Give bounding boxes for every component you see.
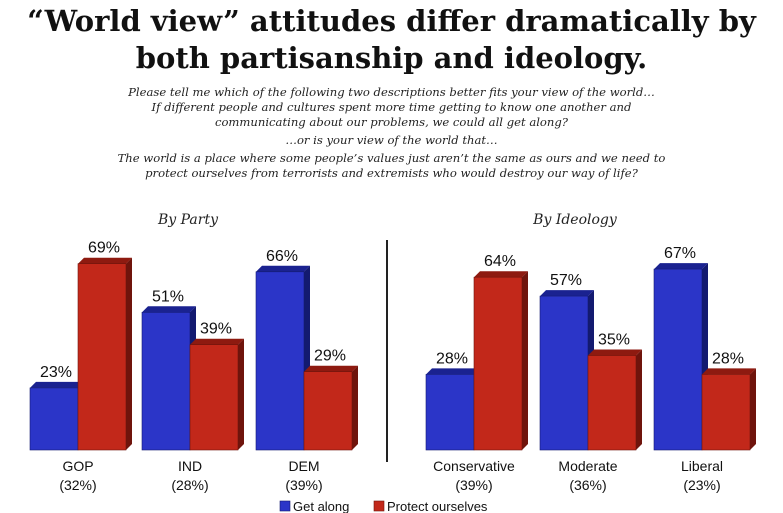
data-label: 39% [200,321,232,338]
bar-top [304,365,358,372]
chart-title-line-1: “World view” attitudes differ dramatical… [27,4,756,38]
bar-side [352,365,358,450]
bar [473,276,523,451]
question-line-6: protect ourselves from terrorists and ex… [145,166,638,180]
category-label: Moderate [558,458,617,474]
data-label: 29% [314,348,346,365]
category-label: DEM [288,458,319,474]
data-label: 28% [712,350,744,367]
bar [425,374,475,451]
bar [189,344,239,451]
bar [141,311,191,451]
data-label: 57% [550,272,582,289]
question-line-5: The world is a place where some people’s… [117,151,666,165]
legend-swatch [373,500,385,512]
bar-top [702,368,756,375]
question-line-1: Please tell me which of the following tw… [128,85,655,99]
bar [539,295,589,451]
data-label: 67% [664,245,696,262]
category-sublabel: (23%) [683,477,720,493]
category-sublabel: (28%) [171,477,208,493]
bar-top [426,368,480,375]
chart-title-line-2: both partisanship and ideology. [135,41,648,75]
legend-swatch [279,500,291,512]
bar-top [190,338,244,345]
bar-top [30,381,84,388]
bar-side [522,271,528,450]
bar [29,387,79,451]
question-line-4: …or is your view of the world that… [285,133,498,147]
legend-label: Protect ourselves [387,499,488,513]
category-sublabel: (39%) [455,477,492,493]
category-label: GOP [62,458,93,474]
bar-top [588,349,642,356]
bar-side [636,349,642,450]
bar [653,268,703,451]
bar-side [750,368,756,450]
panel-title-1: By Ideology [532,212,618,228]
data-label: 23% [40,364,72,381]
data-label: 69% [88,240,120,257]
panel-title-0: By Party [157,212,219,228]
legend-label: Get along [293,499,349,513]
bar [587,355,637,451]
category-label: Liberal [681,458,723,474]
data-label: 66% [266,248,298,265]
bar-side [238,338,244,450]
category-sublabel: (39%) [285,477,322,493]
category-sublabel: (36%) [569,477,606,493]
bar-top [474,271,528,278]
category-sublabel: (32%) [59,477,96,493]
data-label: 64% [484,253,516,270]
bar-top [256,265,310,272]
bar-top [654,263,708,270]
question-line-2: If different people and cultures spent m… [151,100,632,114]
bar-side [126,257,132,450]
category-label: Conservative [433,458,515,474]
data-label: 35% [598,332,630,349]
category-label: IND [178,458,202,474]
bar-top [78,257,132,264]
data-label: 28% [436,350,468,367]
bar [77,263,127,451]
bar-top [540,290,594,297]
data-label: 51% [152,288,184,305]
bar-top [142,306,196,313]
question-line-3: communicating about our problems, we cou… [214,115,569,129]
bar [701,374,751,451]
bar [255,271,305,451]
bar [303,371,353,451]
